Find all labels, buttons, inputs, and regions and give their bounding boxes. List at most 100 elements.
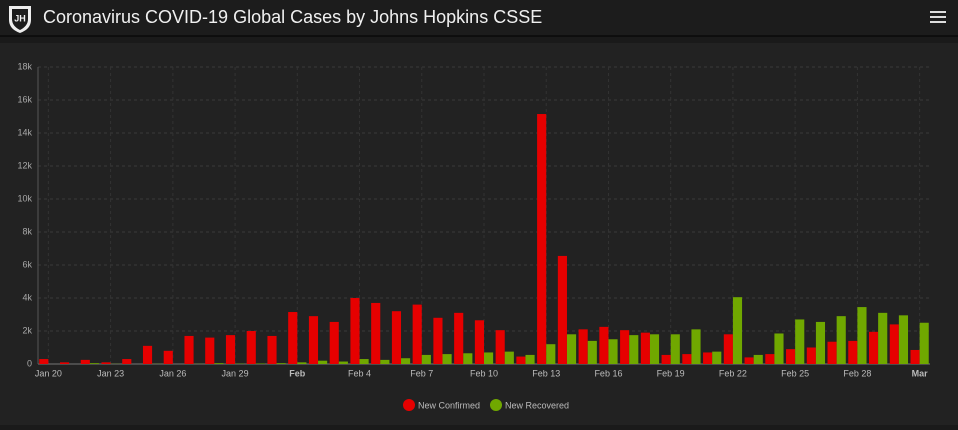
bar [525, 355, 534, 364]
bar [214, 363, 223, 364]
bar [703, 352, 712, 364]
x-tick-label: Feb 28 [843, 368, 871, 378]
bar [401, 358, 410, 364]
bar [857, 307, 866, 364]
x-tick-label: Feb 7 [410, 368, 433, 378]
bar [662, 355, 671, 364]
bar [484, 352, 493, 364]
bar [920, 323, 929, 364]
bar [807, 348, 816, 365]
bar [608, 339, 617, 364]
bar [463, 353, 472, 364]
bar [641, 333, 650, 364]
bar [567, 334, 576, 364]
bar [267, 336, 276, 364]
x-tick-label: Feb 16 [594, 368, 622, 378]
legend-label: New Confirmed [418, 400, 480, 410]
bar [890, 324, 899, 364]
bar [650, 334, 659, 364]
bar [380, 360, 389, 364]
bar [588, 341, 597, 364]
bar [60, 362, 69, 364]
bar [371, 303, 380, 364]
bar [516, 357, 525, 364]
x-tick-label: Feb 4 [348, 368, 371, 378]
bar [712, 352, 721, 364]
bar [837, 316, 846, 364]
y-tick-label: 6k [22, 259, 32, 269]
bar [297, 362, 306, 364]
y-tick-label: 10k [17, 193, 32, 203]
svg-text:JH: JH [14, 13, 26, 23]
bar [101, 362, 110, 364]
bar [848, 341, 857, 364]
bar [443, 354, 452, 364]
bar [745, 357, 754, 364]
y-tick-label: 12k [17, 160, 32, 170]
bar [816, 322, 825, 364]
bar [733, 297, 742, 364]
bar [392, 311, 401, 364]
bar [558, 256, 567, 364]
x-tick-label: Feb 25 [781, 368, 809, 378]
legend-label: New Recovered [505, 400, 569, 410]
bar [765, 354, 774, 364]
bar [309, 316, 318, 364]
bar [899, 315, 908, 364]
bar [247, 331, 256, 364]
bar [143, 346, 152, 364]
bar [277, 363, 286, 364]
legend-swatch [490, 399, 502, 411]
bar [682, 354, 691, 364]
y-tick-label: 16k [17, 94, 32, 104]
y-tick-label: 18k [17, 61, 32, 71]
bar [360, 359, 369, 364]
bar [629, 335, 638, 364]
y-tick-label: 2k [22, 325, 32, 335]
bar [691, 329, 700, 364]
bar [422, 355, 431, 364]
bar [184, 336, 193, 364]
bar [786, 349, 795, 364]
bar [330, 322, 339, 364]
x-tick-label: Feb 19 [657, 368, 685, 378]
x-tick-label: Jan 26 [159, 368, 186, 378]
x-tick-label: Jan 23 [97, 368, 124, 378]
x-tick-label: Jan 20 [35, 368, 62, 378]
bar [454, 313, 463, 364]
x-tick-label: Mar [912, 368, 929, 378]
bar [288, 312, 297, 364]
y-tick-label: 14k [17, 127, 32, 137]
bar [496, 330, 505, 364]
bar [724, 334, 733, 364]
bar [505, 352, 514, 364]
bar [828, 342, 837, 364]
legend-swatch [403, 399, 415, 411]
bar [537, 114, 546, 364]
bar [90, 363, 99, 364]
bar [413, 305, 422, 364]
y-tick-label: 8k [22, 226, 32, 236]
y-tick-label: 4k [22, 292, 32, 302]
x-tick-label: Jan 29 [222, 368, 249, 378]
bar [671, 334, 680, 364]
bar [164, 351, 173, 364]
bar [318, 361, 327, 364]
x-tick-label: Feb 13 [532, 368, 560, 378]
bar [546, 344, 555, 364]
bar [599, 327, 608, 364]
bar [226, 335, 235, 364]
bar [869, 332, 878, 364]
bar [878, 313, 887, 364]
x-tick-label: Feb 10 [470, 368, 498, 378]
bar [39, 359, 48, 364]
bar [122, 359, 131, 364]
bar [774, 333, 783, 364]
bar [911, 350, 920, 364]
page-title: Coronavirus COVID-19 Global Cases by Joh… [43, 7, 542, 27]
bar [339, 362, 348, 364]
menu-button[interactable] [930, 11, 946, 23]
bar [754, 355, 763, 364]
bar [579, 329, 588, 364]
bar [475, 320, 484, 364]
